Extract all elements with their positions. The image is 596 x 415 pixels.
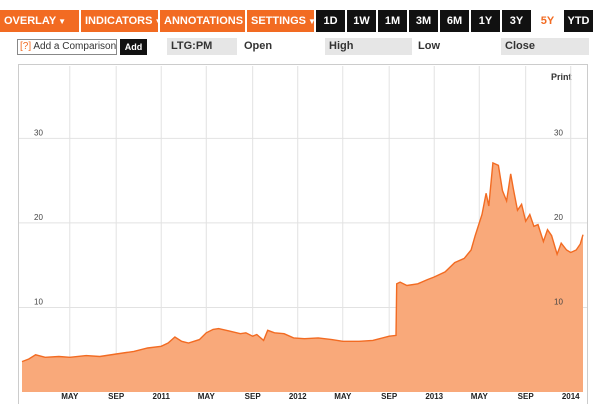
- x-tick-label: MAY: [61, 392, 79, 401]
- x-tick-label: SEP: [518, 392, 535, 401]
- range-6m-button[interactable]: 6M: [440, 10, 469, 32]
- chart-toolbar: OVERLAY▼ INDICATORS▼ ANNOTATIONS▼ SETTIN…: [0, 10, 596, 32]
- y-tick-label-right: 10: [554, 297, 563, 306]
- quote-symbol: LTG:PM: [167, 38, 237, 55]
- print-link[interactable]: Print: [551, 72, 572, 82]
- settings-menu[interactable]: SETTINGS ▼: [247, 10, 316, 32]
- chevron-down-icon: ▼: [154, 17, 163, 26]
- help-icon: [?]: [20, 41, 32, 52]
- comparison-row: [?] Add a Comparison Add: [17, 38, 147, 56]
- y-tick-label-left: 30: [34, 128, 43, 137]
- x-tick-label: SEP: [108, 392, 125, 401]
- range-3m-button[interactable]: 3M: [409, 10, 438, 32]
- x-tick-label: MAY: [471, 392, 489, 401]
- x-tick-label: SEP: [245, 392, 262, 401]
- quote-open: Open: [244, 40, 273, 52]
- indicators-menu[interactable]: INDICATORS ▼: [81, 10, 162, 32]
- x-tick-label: MAY: [198, 392, 216, 401]
- y-tick-label-left: 20: [34, 213, 43, 222]
- comparison-input[interactable]: [?] Add a Comparison: [17, 39, 117, 55]
- x-tick-label: 2013: [425, 392, 443, 401]
- range-3y-button[interactable]: 3Y: [502, 10, 531, 32]
- range-1y-button[interactable]: 1Y: [471, 10, 500, 32]
- range-5y-button[interactable]: 5Y: [533, 10, 562, 32]
- price-line: [21, 161, 584, 363]
- x-tick-label: 2011: [153, 392, 171, 401]
- x-tick-label: 2014: [562, 392, 580, 401]
- range-1d-button[interactable]: 1D: [316, 10, 345, 32]
- chevron-down-icon: ▼: [308, 17, 316, 26]
- quote-close: Close: [501, 38, 589, 55]
- range-1w-button[interactable]: 1W: [347, 10, 376, 32]
- y-tick-label-left: 10: [34, 297, 43, 306]
- annotations-menu[interactable]: ANNOTATIONS▼: [160, 10, 253, 32]
- range-ytd-button[interactable]: YTD: [564, 10, 593, 32]
- chevron-down-icon: ▼: [58, 17, 67, 26]
- overlay-menu[interactable]: OVERLAY ▼: [0, 10, 79, 32]
- x-tick-label: MAY: [334, 392, 352, 401]
- range-1m-button[interactable]: 1M: [378, 10, 407, 32]
- price-area: [22, 162, 583, 392]
- chart-area: [18, 64, 588, 404]
- y-tick-label-right: 20: [554, 213, 563, 222]
- add-comparison-button[interactable]: Add: [120, 39, 147, 55]
- x-tick-label: SEP: [381, 392, 398, 401]
- quote-high: High: [325, 38, 412, 55]
- quote-low: Low: [418, 40, 440, 52]
- x-tick-label: 2012: [289, 392, 307, 401]
- y-tick-label-right: 30: [554, 128, 563, 137]
